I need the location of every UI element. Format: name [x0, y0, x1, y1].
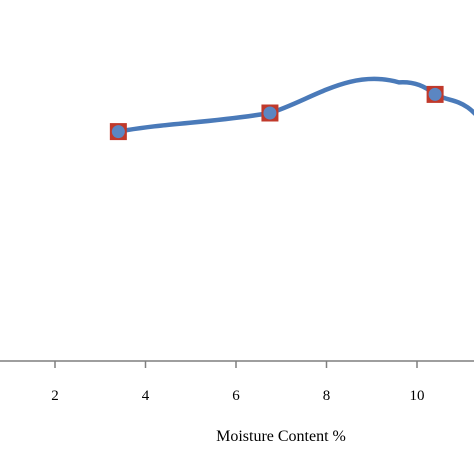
x-ticks: 2 4 6 8 10	[51, 361, 425, 404]
markers	[109, 85, 444, 141]
x-tick-label: 2	[51, 388, 59, 404]
x-tick-label: 8	[323, 388, 331, 404]
data-point	[109, 123, 127, 141]
data-point	[426, 85, 444, 103]
series-line	[116, 76, 474, 134]
x-tick-label: 10	[410, 388, 425, 404]
x-tick-label: 6	[232, 388, 240, 404]
series	[116, 76, 474, 134]
data-point	[261, 104, 279, 122]
marker-dot	[263, 106, 277, 120]
marker-dot	[111, 125, 125, 139]
x-axis-title: Moisture Content %	[216, 428, 346, 445]
marker-dot	[428, 87, 442, 101]
x-tick-label: 4	[142, 388, 150, 404]
